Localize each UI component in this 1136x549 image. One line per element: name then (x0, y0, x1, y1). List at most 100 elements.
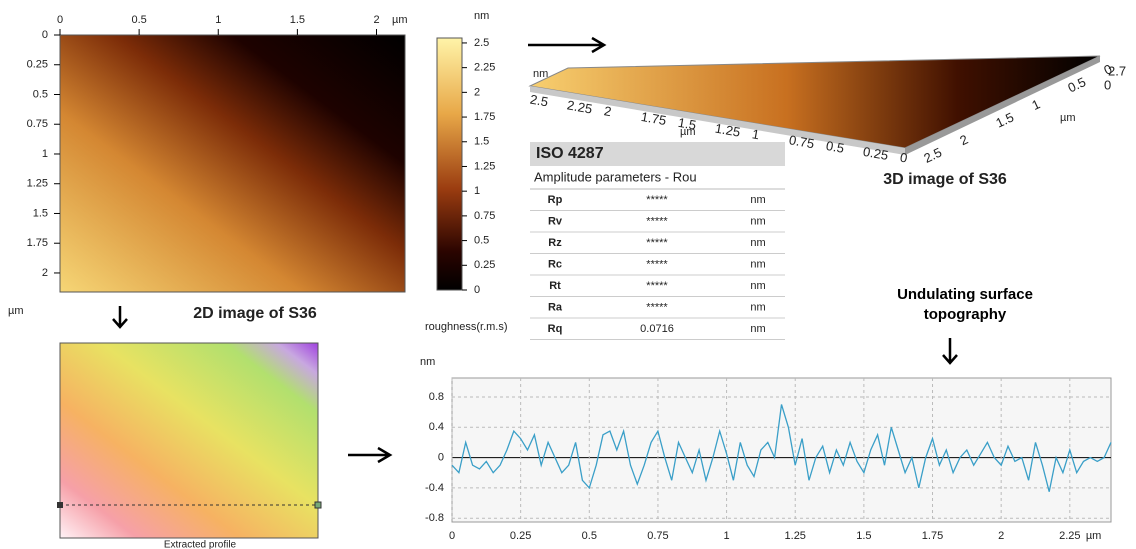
z-min: 0 (1104, 77, 1111, 92)
table-cell: ***** (646, 258, 668, 270)
colorbar-label: 2 (474, 86, 480, 98)
y-tick-label: 0 (42, 29, 48, 41)
x-tick-label: 0.5 (582, 530, 597, 542)
x-tick-label-3d: 0.25 (862, 144, 890, 163)
x-tick-label: 2 (373, 14, 379, 26)
table-cell: Rc (548, 258, 562, 270)
y-tick-label: 0.5 (33, 88, 48, 100)
table-cell: 0.0716 (640, 323, 674, 335)
colorbar-unit: nm (474, 10, 489, 22)
afm-3d-side (905, 56, 1100, 155)
colorbar-label: 1.25 (474, 160, 495, 172)
afm-2d-image (59, 34, 406, 293)
arrow (348, 446, 393, 464)
colorbar-label: 1.75 (474, 111, 495, 123)
afm-3d-side (530, 86, 905, 155)
arrow (528, 36, 607, 54)
table-cell: ***** (646, 301, 668, 313)
x-tick-label-3d: 1.75 (640, 109, 668, 128)
y-tick-label-3d: 0.5 (1065, 74, 1088, 95)
y-unit-3d: µm (1060, 112, 1076, 124)
y-tick-label: 0 (438, 451, 444, 463)
colorbar-label: 0 (474, 284, 480, 296)
table-cell: nm (750, 280, 765, 292)
x-tick-label-3d: 0 (899, 150, 909, 166)
x-tick-label-3d: 1 (751, 126, 761, 142)
x-tick-label: 0.5 (131, 14, 146, 26)
y-tick-label-3d: 1 (1029, 96, 1042, 113)
y-tick-label-3d: 2.5 (921, 145, 944, 166)
caption-2d: 2D image of S36 (193, 305, 317, 322)
profile-caption: Extracted profile (164, 540, 237, 549)
x-tick-label: 1.5 (856, 530, 871, 542)
y-tick-label: 1.25 (27, 178, 48, 190)
y-tick-label-3d: 2 (957, 132, 970, 149)
colorbar (436, 37, 463, 291)
table-cell: nm (750, 215, 765, 227)
y-tick-label: 1.5 (33, 207, 48, 219)
y-tick-label: 0.4 (429, 421, 444, 433)
table-cell: ***** (646, 280, 668, 292)
table-cell: Rp (548, 194, 563, 206)
y-tick-label: 1.75 (27, 237, 48, 249)
table-cell: Rq (548, 323, 563, 335)
x-tick-label-3d: 1.25 (714, 121, 742, 140)
table-cell: Rv (548, 215, 563, 227)
x-tick-label: 0 (57, 14, 63, 26)
y-tick-label: 0.75 (27, 118, 48, 130)
x-tick-label-3d: 2 (603, 103, 613, 119)
y-tick-label-3d: 1.5 (993, 109, 1016, 130)
table-cell: ***** (646, 194, 668, 206)
profile-image (59, 342, 319, 539)
table-cell: Ra (548, 301, 563, 313)
x-tick-label-3d: 0.75 (788, 132, 816, 151)
x-unit-3d: µm (680, 126, 696, 138)
x-tick-label: 0.75 (647, 530, 668, 542)
x-tick-label: 1.5 (290, 14, 305, 26)
colorbar-label: 0.5 (474, 234, 489, 246)
y-tick-label: 2 (42, 267, 48, 279)
caption-3d: 3D image of S36 (883, 171, 1007, 188)
table-cell: ***** (646, 215, 668, 227)
x-tick-label: 0 (449, 530, 455, 542)
y-tick-label: 1 (42, 148, 48, 160)
arrow (112, 306, 128, 329)
side-label: roughness(r.m.s) (425, 321, 508, 333)
x-tick-label: 0.25 (510, 530, 531, 542)
x-tick-label: 1 (724, 530, 730, 542)
table-title: ISO 4287 (536, 145, 604, 162)
table-cell: nm (750, 194, 765, 206)
x-tick-label: 2.25 (1059, 530, 1080, 542)
y-tick-label: 0.8 (429, 391, 444, 403)
z-max: 2.7 (1108, 63, 1126, 78)
y-unit: nm (420, 356, 435, 368)
x-tick-label: 1.75 (922, 530, 943, 542)
x-tick-label-3d: 1.5 (677, 115, 697, 133)
y-unit: µm (8, 305, 24, 317)
annotation-box: Undulating surface topography (897, 286, 1033, 323)
profile-handle (57, 502, 63, 508)
colorbar-label: 2.5 (474, 37, 489, 49)
colorbar-label: 1 (474, 185, 480, 197)
profile-line (451, 404, 1112, 492)
x-tick-label: 2 (998, 530, 1004, 542)
y-tick-label: -0.4 (425, 482, 444, 494)
arrow (942, 338, 958, 365)
table-cell: nm (750, 258, 765, 270)
x-tick-label: 1 (215, 14, 221, 26)
table-cell: nm (750, 237, 765, 249)
colorbar-label: 0.75 (474, 210, 495, 222)
table-cell: Rz (548, 237, 562, 249)
y-tick-label: 0.25 (27, 59, 48, 71)
x-tick-label-3d: 2.5 (529, 92, 549, 110)
colorbar-label: 2.25 (474, 62, 495, 74)
colorbar-label: 0.25 (474, 259, 495, 271)
table-cell: nm (750, 323, 765, 335)
profile-handle (314, 501, 322, 509)
x-tick-label-3d: 2.25 (566, 97, 594, 116)
table-cell: nm (750, 301, 765, 313)
x-unit: µm (392, 14, 408, 26)
colorbar-label: 1.5 (474, 136, 489, 148)
table-title-bg (530, 142, 785, 166)
